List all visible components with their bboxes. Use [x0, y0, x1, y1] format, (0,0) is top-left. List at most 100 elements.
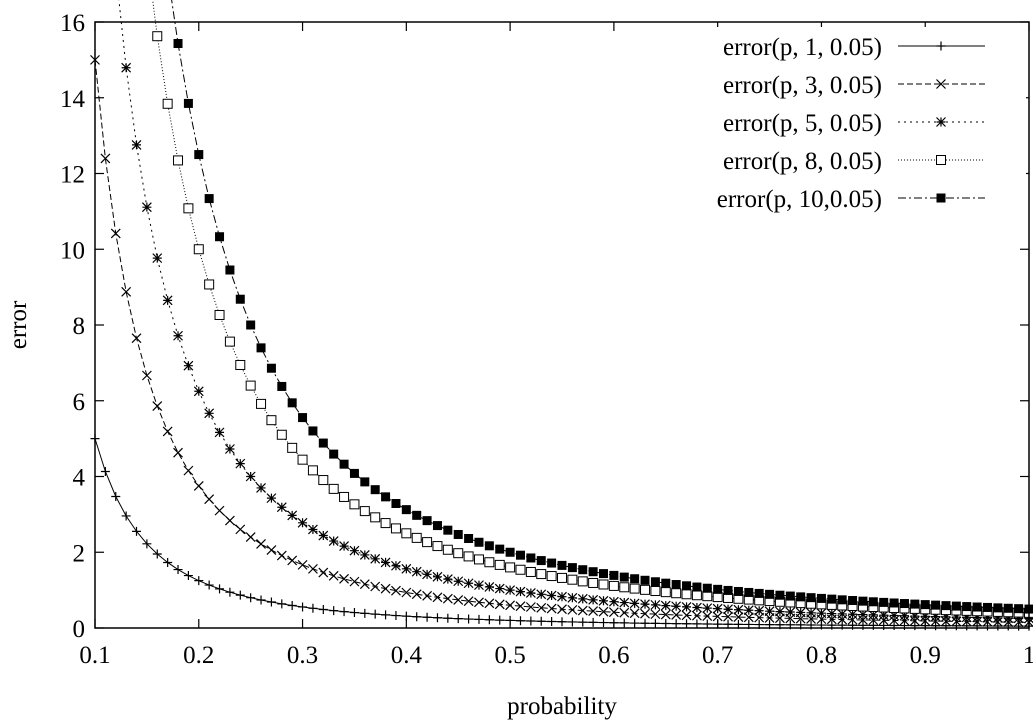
data-point-marker — [121, 62, 132, 73]
data-point-marker — [484, 557, 495, 568]
data-point-marker — [360, 477, 370, 487]
data-point-marker — [982, 621, 992, 631]
data-point-marker — [681, 601, 692, 612]
y-tick-label: 0 — [73, 616, 86, 643]
data-point-marker — [754, 588, 764, 598]
data-point-marker — [121, 511, 131, 521]
data-point-marker — [359, 579, 370, 590]
data-point-marker — [297, 454, 308, 465]
data-point-marker — [298, 602, 308, 612]
data-point-marker — [972, 612, 983, 623]
data-point-marker — [401, 587, 412, 598]
data-point-marker — [412, 612, 422, 622]
data-point-marker — [308, 563, 318, 574]
legend-label: error(p, 3, 0.05) — [723, 72, 882, 99]
data-point-marker — [578, 617, 588, 627]
data-point-marker — [328, 483, 339, 494]
data-point-marker — [526, 616, 536, 626]
data-point-marker — [484, 598, 495, 609]
data-point-marker — [432, 592, 443, 603]
data-point-marker — [173, 330, 183, 341]
data-point-marker — [339, 573, 349, 584]
data-point-marker — [837, 595, 847, 605]
data-point-marker — [630, 574, 640, 584]
data-point-marker — [764, 606, 775, 617]
data-point-marker — [733, 612, 744, 622]
data-point-marker — [702, 619, 712, 629]
data-point-marker — [972, 602, 982, 612]
data-point-marker — [193, 481, 204, 491]
data-point-marker — [287, 442, 298, 453]
data-point-marker — [162, 98, 173, 109]
data-point-marker — [339, 607, 349, 617]
data-point-marker — [515, 586, 526, 597]
data-point-marker — [276, 550, 287, 561]
data-point-marker — [557, 572, 567, 583]
data-point-marker — [204, 279, 215, 290]
data-point-marker — [650, 586, 661, 597]
data-point-marker — [567, 574, 578, 585]
data-point-marker — [505, 547, 515, 557]
x-tick-label: 0.1 — [79, 642, 110, 669]
data-point-marker — [287, 398, 297, 408]
data-point-marker — [297, 517, 308, 528]
data-point-marker — [743, 605, 754, 616]
data-point-marker — [453, 548, 464, 559]
data-point-marker — [899, 615, 910, 626]
data-point-marker — [557, 560, 567, 570]
data-point-marker — [194, 150, 204, 160]
data-point-marker — [660, 609, 671, 620]
data-point-marker — [1003, 621, 1013, 631]
data-point-marker — [494, 559, 505, 570]
data-point-marker — [318, 567, 329, 578]
data-point-marker — [557, 604, 567, 615]
data-point-marker — [671, 619, 681, 629]
data-point-marker — [422, 516, 432, 526]
data-point-marker — [599, 618, 609, 628]
x-tick-label: 0.2 — [183, 642, 214, 669]
data-point-marker — [619, 607, 630, 618]
data-point-marker — [401, 505, 411, 515]
data-point-marker — [1003, 603, 1013, 613]
data-point-marker — [588, 577, 599, 588]
legend-label: error(p, 1, 0.05) — [723, 34, 882, 61]
data-point-marker — [692, 582, 702, 592]
data-point-marker — [391, 498, 401, 508]
data-point-marker — [463, 578, 474, 589]
data-point-marker — [567, 617, 577, 627]
data-point-marker — [183, 465, 194, 476]
data-point-marker — [235, 458, 246, 469]
data-point-marker — [245, 471, 256, 482]
data-point-marker — [609, 570, 619, 580]
data-point-marker — [277, 599, 287, 609]
data-point-marker — [806, 593, 816, 603]
data-point-marker — [370, 485, 380, 495]
data-point-marker — [100, 466, 110, 476]
data-point-marker — [982, 612, 993, 623]
data-point-marker — [214, 505, 225, 516]
data-point-marker — [224, 444, 235, 454]
data-point-marker — [691, 602, 702, 613]
data-point-marker — [390, 523, 401, 534]
data-point-marker — [629, 608, 640, 619]
data-point-marker — [671, 610, 682, 620]
data-point-marker — [889, 610, 900, 621]
data-point-marker — [992, 613, 1003, 623]
data-point-marker — [868, 609, 879, 620]
data-point-marker — [256, 483, 266, 493]
data-point-marker — [183, 98, 193, 108]
data-point-marker — [214, 309, 225, 320]
axis-ticks: 0.1 0.2 0.3 0.4 0.5 0.6 0.7 0.8 0.9 1024681012141… — [60, 10, 1033, 669]
data-point-marker — [588, 617, 598, 627]
data-point-marker — [650, 609, 661, 620]
data-point-marker — [359, 506, 370, 517]
data-point-marker — [473, 554, 484, 565]
data-point-marker — [308, 426, 318, 436]
y-tick-label: 2 — [73, 540, 86, 567]
data-point-marker — [525, 588, 536, 598]
data-point-marker — [1013, 613, 1024, 624]
data-point-marker — [474, 580, 484, 591]
data-point-marker — [951, 601, 961, 611]
data-point-marker — [868, 597, 878, 607]
y-tick-label: 16 — [60, 10, 85, 37]
